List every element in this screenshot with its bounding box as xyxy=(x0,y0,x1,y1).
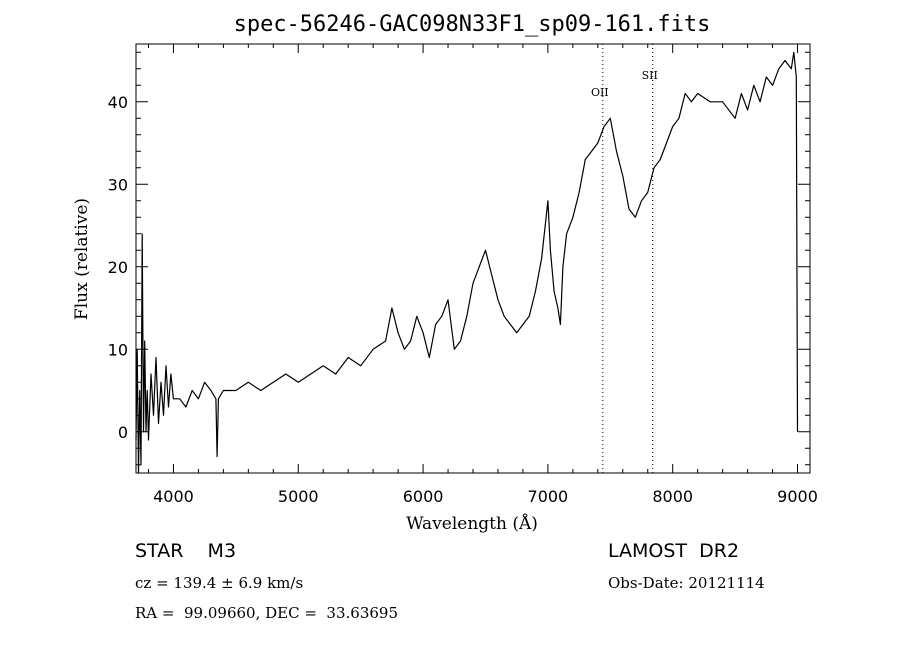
y-axis-label: Flux (relative) xyxy=(72,198,92,320)
x-tick-label: 9000 xyxy=(777,487,818,506)
chart-title: spec-56246-GAC098N33F1_sp09-161.fits xyxy=(234,12,711,37)
reference-line-label: SII xyxy=(642,69,658,82)
y-tick-label: 0 xyxy=(118,423,128,442)
x-axis-label: Wavelength (Å) xyxy=(406,513,538,534)
redshift-velocity: cz = 139.4 ± 6.9 km/s xyxy=(135,574,304,592)
spectrum-line xyxy=(135,51,799,474)
x-axis-ticks: 4000 5000 6000 7000 8000 9000 xyxy=(147,44,818,506)
y-tick-label: 10 xyxy=(108,340,128,359)
y-tick-label: 20 xyxy=(108,258,128,277)
x-tick-label: 6000 xyxy=(403,487,444,506)
coordinates: RA = 99.09660, DEC = 33.63695 xyxy=(135,604,399,622)
x-tick-label: 5000 xyxy=(278,487,319,506)
reference-line-label: OII xyxy=(591,86,609,99)
spectrum-series xyxy=(135,51,799,474)
y-tick-label: 30 xyxy=(108,175,128,194)
reference-lines: OII SII xyxy=(591,44,658,473)
plot-frame xyxy=(135,43,811,474)
observation-date: Obs-Date: 20121114 xyxy=(608,574,765,592)
x-tick-label: 7000 xyxy=(528,487,569,506)
y-axis-ticks: 0 10 20 30 40 xyxy=(108,51,810,466)
x-tick-label: 8000 xyxy=(652,487,693,506)
survey-name: LAMOST DR2 xyxy=(608,540,740,562)
x-tick-label: 4000 xyxy=(153,487,194,506)
object-class: STAR M3 xyxy=(135,540,237,562)
y-tick-label: 40 xyxy=(108,93,128,112)
